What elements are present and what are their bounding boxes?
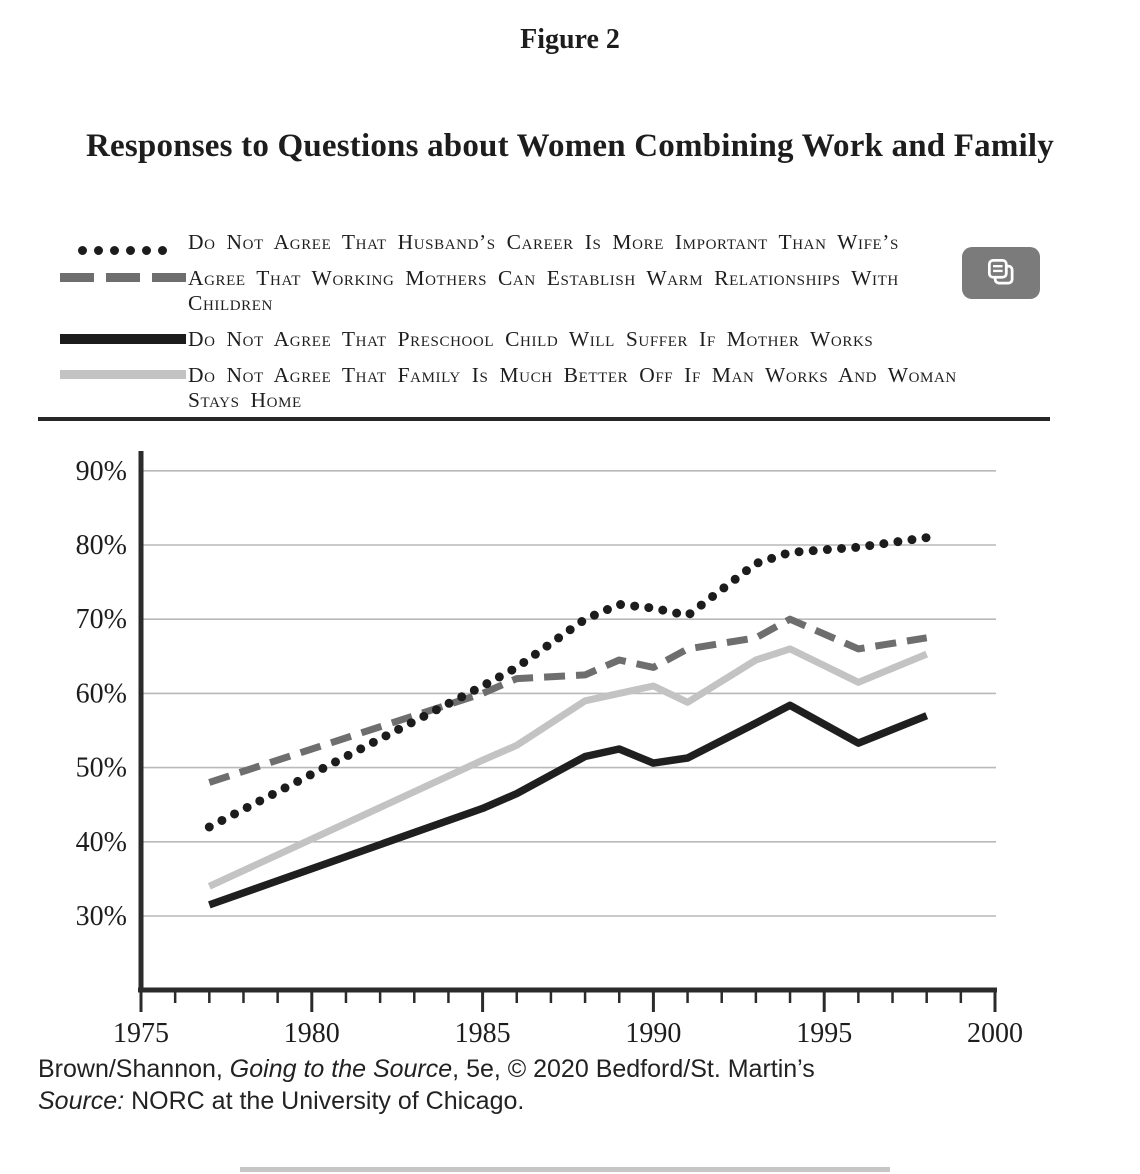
x-tick-label: 1985	[455, 1018, 511, 1049]
dotted-line-swatch	[58, 237, 188, 255]
x-tick-label: 1980	[284, 1018, 340, 1049]
solid-black-line-swatch	[58, 334, 188, 344]
series-dashed-gray	[208, 615, 928, 786]
dashed-line-swatch	[58, 273, 188, 282]
y-tick-label: 60%	[76, 678, 127, 709]
copy-button[interactable]	[962, 247, 1040, 299]
y-tick-label: 70%	[76, 604, 127, 635]
series-dotted-black	[204, 533, 932, 832]
x-tick-label: 1995	[796, 1018, 852, 1049]
legend-item-label: Agree That Working Mothers Can Establish…	[188, 266, 899, 315]
copy-pages-icon	[983, 254, 1019, 293]
figure-label: Figure 2	[520, 24, 620, 55]
x-tick-label: 1975	[113, 1018, 169, 1049]
legend-item-warm-relationships: Agree That Working Mothers Can Establish…	[58, 266, 1058, 316]
source-line: Source: NORC at the University of Chicag…	[38, 1087, 525, 1115]
bottom-divider-bar	[240, 1167, 890, 1172]
legend-divider-rule	[38, 417, 1050, 421]
x-tick-label: 2000	[967, 1018, 1023, 1049]
page-title: Responses to Questions about Women Combi…	[86, 128, 1054, 164]
y-tick-label: 30%	[76, 901, 127, 932]
chart-legend: Do Not Agree That Husband’s Career Is Mo…	[58, 230, 1058, 424]
legend-item-husbands-career: Do Not Agree That Husband’s Career Is Mo…	[58, 230, 1058, 255]
legend-item-family-better-off: Do Not Agree That Family Is Much Better …	[58, 363, 1058, 413]
legend-item-label: Do Not Agree That Family Is Much Better …	[188, 363, 957, 412]
chart-svg: 30% 40% 50% 60% 70% 80% 90% 1975 1980 1985 1990 199…	[76, 451, 1023, 1049]
y-tick-label: 50%	[76, 753, 127, 784]
x-tick-label: 1990	[625, 1018, 681, 1049]
chart-footer: Brown/Shannon, Going to the Source, 5e, …	[38, 1053, 1098, 1117]
y-tick-label: 40%	[76, 827, 127, 858]
legend-item-label: Do Not Agree That Preschool Child Will S…	[188, 327, 874, 351]
legend-item-label: Do Not Agree That Husband’s Career Is Mo…	[188, 230, 899, 254]
solid-gray-line-swatch	[58, 370, 188, 379]
legend-item-preschool-child: Do Not Agree That Preschool Child Will S…	[58, 327, 1058, 352]
credit-line: Brown/Shannon, Going to the Source, 5e, …	[38, 1055, 815, 1083]
y-tick-label: 90%	[76, 456, 127, 487]
series-solid-black	[208, 701, 929, 909]
y-tick-label: 80%	[76, 530, 127, 561]
series-solid-light-gray	[207, 645, 929, 890]
